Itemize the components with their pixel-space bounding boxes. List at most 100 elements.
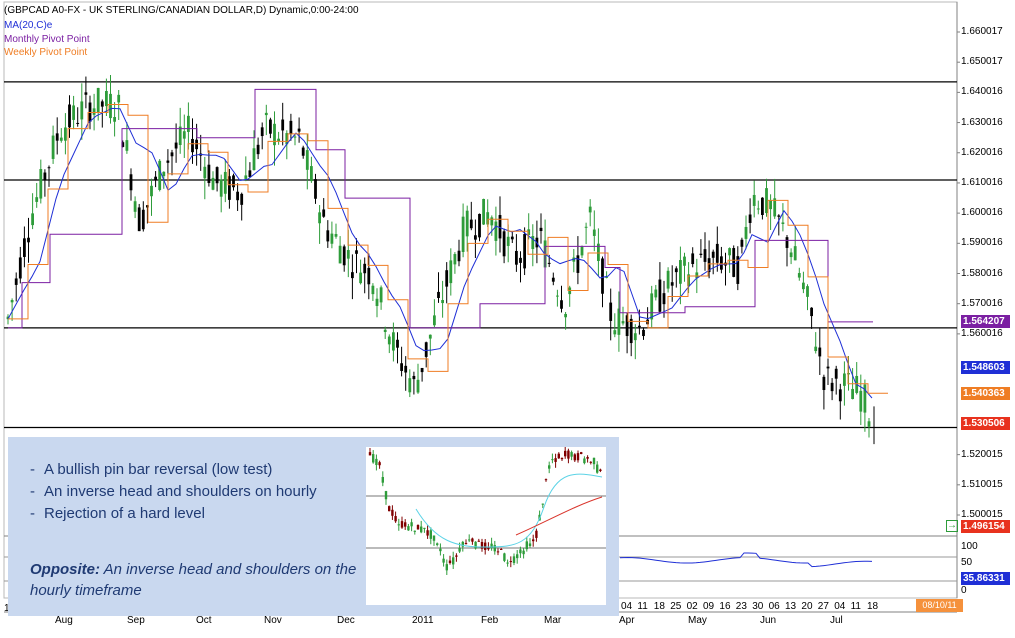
inset-candle-body [381, 477, 384, 483]
month-label: Mar [544, 615, 562, 626]
candle-body [457, 250, 461, 262]
price-tick-label: 1.560016 [961, 327, 1003, 339]
candle-body [301, 147, 305, 156]
candle-body [814, 346, 818, 352]
candle-body [289, 120, 293, 134]
candle-body [166, 160, 170, 163]
hourly-inset-chart [366, 447, 606, 605]
inset-candle-body [548, 465, 551, 469]
indicator-value-tag: 35.86331 [961, 572, 1010, 585]
inset-candle-body [592, 457, 596, 465]
candle-body [125, 140, 129, 151]
candle-body [642, 329, 645, 337]
candle-body [420, 367, 424, 373]
price-tick-label: 1.510015 [961, 478, 1003, 490]
price-tick-label: 1.660017 [961, 26, 1003, 37]
candle-body [178, 126, 182, 146]
inset-candle-body [506, 562, 509, 564]
inset-candle-body [416, 524, 420, 530]
candle-body [359, 272, 362, 284]
candle-body [383, 329, 387, 333]
candle-body [687, 274, 690, 286]
candle-body [699, 253, 703, 256]
candle-body [834, 368, 838, 379]
inset-candle-body [589, 461, 592, 463]
inset-candle-body [583, 458, 586, 464]
inset-candle-body [429, 530, 432, 539]
candle-body [609, 302, 613, 321]
candle-body [711, 251, 715, 258]
candle-body [658, 279, 662, 312]
candle-body [146, 205, 149, 208]
candle-body [367, 267, 371, 285]
inset-candle-body [532, 539, 535, 542]
legend-ma: MA(20,C)e [4, 20, 53, 31]
candle-body [43, 172, 47, 181]
inset-candle-body [580, 452, 583, 455]
candles-group [6, 74, 875, 445]
candle-body [494, 221, 498, 241]
inset-candle-body [586, 456, 589, 459]
candle-body [445, 270, 449, 287]
candle-body [211, 177, 215, 190]
price-tick-label: 1.640016 [961, 86, 1003, 98]
inset-candle-body [394, 516, 397, 522]
day-label: 09 [703, 601, 715, 612]
candle-body [597, 243, 600, 261]
candle-body [203, 166, 207, 179]
candle-body [285, 133, 289, 145]
candle-body [219, 179, 223, 197]
day-label: 11 [850, 601, 861, 612]
inset-candle-body [397, 524, 400, 526]
chart-title: (GBPCAD A0-FX - UK STERLING/CANADIAN DOL… [4, 5, 359, 16]
weekly-pivot-tag: 1.540363 [961, 387, 1010, 400]
candle-body [469, 219, 473, 229]
candle-body [650, 293, 654, 320]
candle-body [64, 127, 67, 141]
indicator-label-100: 100 [961, 541, 978, 552]
inset-candle-body [557, 453, 560, 459]
candle-body [244, 175, 248, 179]
inset-candle-body [439, 548, 442, 552]
month-label: Jul [830, 615, 843, 626]
candle-body [761, 197, 764, 215]
candle-body [252, 148, 256, 171]
day-label: 02 [686, 601, 698, 612]
candle-body [68, 104, 71, 128]
price-tick-label: 1.650017 [961, 56, 1003, 68]
candle-body [55, 133, 59, 141]
inset-candle-body [432, 535, 436, 541]
candle-body [838, 389, 842, 402]
candle-body [797, 273, 801, 278]
candle-body [260, 127, 264, 137]
candle-body [629, 318, 633, 344]
candle-body [592, 229, 596, 236]
candle-body [576, 255, 580, 273]
candle-body [740, 239, 744, 247]
candle-body [510, 236, 514, 240]
candle-body [96, 87, 100, 113]
inset-candle-body [464, 542, 468, 545]
candle-body [498, 215, 502, 239]
candle-body [453, 254, 457, 265]
candle-body [679, 260, 682, 284]
inset-candle-body [391, 509, 394, 516]
go-to-last-arrow-icon[interactable]: → [946, 520, 958, 532]
candle-body [732, 248, 736, 277]
candle-body [35, 197, 39, 202]
candle-body [515, 250, 518, 265]
candle-body [806, 286, 809, 297]
inset-candle-body [551, 459, 554, 461]
candle-body [10, 300, 14, 303]
month-label: May [688, 615, 707, 626]
inset-candle-body [442, 558, 445, 563]
indicator-label-50: 50 [961, 557, 973, 568]
price-tick-label: 1.610016 [961, 176, 1003, 188]
candle-body [387, 336, 391, 345]
candle-body [560, 300, 563, 309]
candle-body [273, 123, 276, 146]
month-label: Aug [55, 615, 73, 626]
candle-body [375, 298, 379, 307]
candle-body [338, 245, 342, 264]
inset-candle-body [503, 553, 506, 561]
